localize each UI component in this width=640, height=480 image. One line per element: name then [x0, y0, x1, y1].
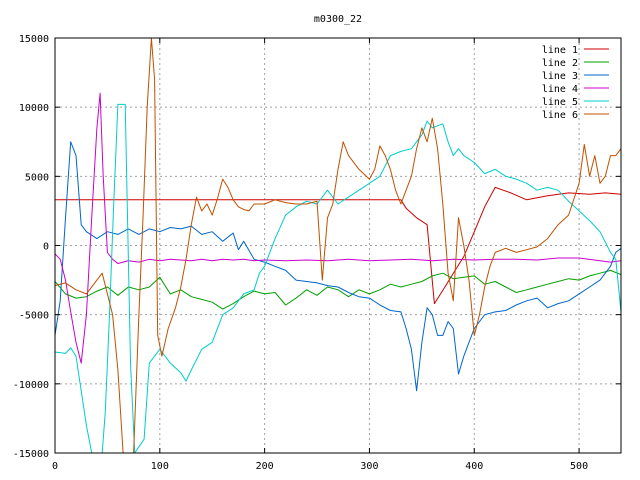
legend-label: line 1	[542, 45, 578, 56]
y-tick-label: 0	[43, 242, 49, 253]
series-line-1	[55, 186, 622, 305]
grid-lines	[55, 38, 621, 453]
x-tick-label: 400	[465, 461, 483, 472]
legend-label: line 6	[542, 110, 578, 121]
legend: line 1 line 2 line 3 line 4 line 5 line 6	[542, 45, 609, 121]
legend-label: line 4	[542, 84, 578, 95]
x-tick-label: 300	[360, 461, 378, 472]
x-tick-label: 500	[570, 461, 588, 472]
y-tick-label: -5000	[19, 311, 49, 322]
y-tick-label: 5000	[25, 172, 49, 183]
chart-title: m0300_22	[314, 14, 362, 25]
legend-label: line 5	[542, 97, 578, 108]
x-tick-label: 100	[151, 461, 169, 472]
series-line-4	[54, 92, 622, 364]
legend-label: line 3	[542, 71, 578, 82]
series-line-3	[54, 141, 622, 392]
x-tick-label: 200	[256, 461, 274, 472]
y-tick-label: 10000	[19, 103, 49, 114]
x-tick-label: 0	[52, 461, 58, 472]
series-lines	[54, 37, 622, 454]
y-tick-label: -10000	[13, 380, 49, 391]
legend-label: line 2	[542, 58, 578, 69]
axis-ticks: 0 100 200 300 400 500 -15000 -10000 -5000 0 5000 10…	[13, 34, 621, 472]
series-line-2	[54, 269, 622, 310]
series-line-6	[54, 37, 622, 454]
y-tick-label: 15000	[19, 34, 49, 45]
y-tick-label: -15000	[13, 449, 49, 460]
